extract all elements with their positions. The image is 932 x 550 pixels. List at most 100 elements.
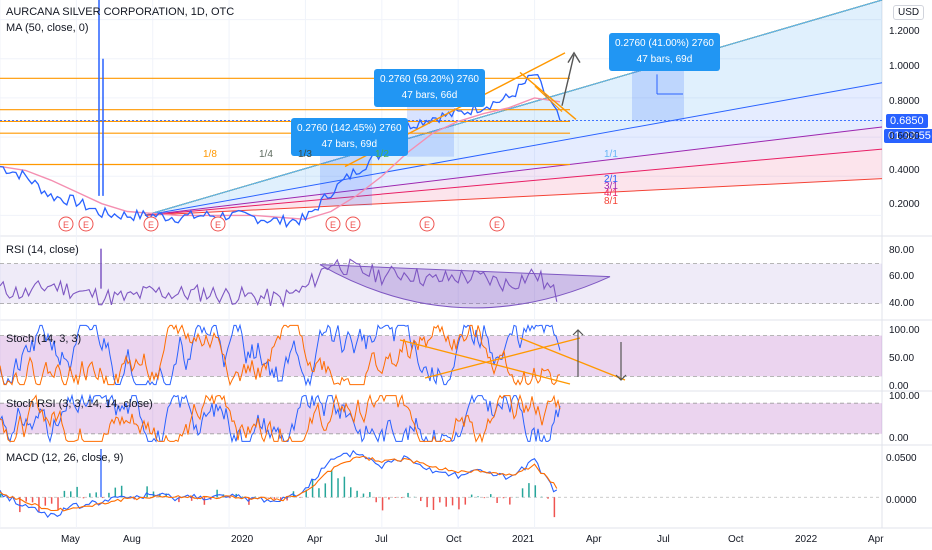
earnings-marker-label: E (63, 220, 69, 230)
macd-tick: 0.0500 (886, 453, 917, 464)
price-tick: 1.2000 (889, 26, 920, 37)
rsi-pane-label: RSI (14, close) (6, 244, 79, 256)
stoch-trend-line (519, 337, 626, 381)
measure-callout-3[interactable]: 0.2760 (41.00%) 2760 47 bars, 69d (609, 33, 720, 71)
macd-hist-bar (362, 493, 365, 498)
macd-hist-bar (286, 497, 288, 501)
earnings-marker (78, 216, 94, 232)
macd-hist-bar (553, 497, 556, 518)
macd-hist-bar (38, 497, 40, 512)
macd-hist-bar (229, 497, 231, 499)
gann-fan-line (144, 126, 883, 216)
macd-hist-bar (273, 497, 276, 499)
stoch-tick: 50.00 (889, 353, 915, 364)
earnings-marker-label: E (83, 220, 89, 230)
earnings-marker-label: E (148, 220, 154, 230)
measure-callout-2[interactable]: 0.2760 (59.20%) 2760 47 bars, 66d (374, 69, 485, 107)
rsi-arc (319, 264, 611, 309)
macd-hist-bar (509, 497, 511, 505)
price-line (0, 74, 561, 229)
measure-callout-1[interactable]: 0.2760 (142.45%) 2760 47 bars, 69d (291, 118, 408, 156)
macd-hist-bar (420, 497, 422, 502)
macd-hist-bar (31, 497, 34, 503)
price-tick: 0.8000 (889, 96, 920, 107)
stoch-arrow-up-head (572, 329, 584, 336)
stoch-rsi-band (0, 403, 882, 434)
callout-2-line1: 0.2760 (59.20%) 2760 (380, 74, 479, 85)
macd-hist-bar (95, 492, 97, 498)
fan-label: 4/1 (604, 188, 618, 199)
macd-hist-bar (318, 488, 320, 498)
macd-hist-bar (400, 497, 403, 499)
macd-hist-bar (216, 489, 218, 498)
earnings-marker (419, 216, 435, 232)
fan-label: 2/1 (604, 174, 618, 185)
macd-hist-bar (451, 497, 454, 506)
macd-hist-bar (44, 497, 47, 506)
macd-hist-bar (120, 485, 123, 498)
rsi-line (0, 258, 558, 308)
gann-fan-line (144, 82, 883, 216)
macd-hist-bar (343, 476, 346, 498)
macd-hist-bar (432, 497, 435, 510)
macd-hist-bar (25, 497, 27, 502)
macd-hist-bar (445, 497, 447, 507)
rsi-band (0, 263, 882, 304)
fan-label: 1/3 (298, 149, 312, 160)
macd-hist-bar (547, 497, 549, 499)
time-label: May (61, 534, 80, 545)
macd-hist-bar (521, 488, 524, 498)
macd-hist-bar (178, 497, 180, 503)
time-label: 2022 (795, 534, 818, 545)
macd-tick: 0.0000 (886, 495, 917, 506)
macd-hist-bar (356, 490, 358, 498)
macd-hist-bar (19, 497, 21, 513)
callout-1-line1: 0.2760 (142.45%) 2760 (297, 123, 402, 134)
macd-hist-bar (528, 483, 530, 498)
macd-hist-bar (490, 494, 492, 498)
last-price-badge: 0.6850 (886, 114, 928, 128)
price-tick: 0.2000 (889, 199, 920, 210)
gann-fan-line (144, 0, 883, 216)
macd-hist-bar (70, 491, 72, 498)
earnings-marker-label: E (494, 220, 500, 230)
macd-line (0, 449, 558, 519)
time-label: Aug (123, 534, 141, 545)
macd-hist-bar (337, 478, 339, 498)
stoch-pane-label: Stoch (14, 3, 3) (6, 333, 82, 345)
earnings-marker (345, 216, 361, 232)
time-label: Oct (446, 534, 462, 545)
macd-hist-bar (89, 493, 91, 498)
earnings-marker-label: E (330, 220, 336, 230)
macd-hist-bar (0, 493, 2, 498)
arrow-up (561, 54, 575, 106)
macd-hist-bar (190, 497, 193, 501)
macd-hist-bar (502, 497, 505, 499)
macd-hist-bar (369, 492, 371, 498)
stoch-arrow-down-head (615, 374, 627, 381)
fan-label: 3/1 (604, 181, 618, 192)
macd-hist-bar (330, 470, 333, 498)
macd-hist-bar (496, 497, 498, 503)
callout-2-line2: 47 bars, 66d (401, 90, 458, 101)
macd-hist-bar (114, 487, 117, 498)
measure-box (632, 68, 684, 122)
price-tick: 1.0000 (889, 61, 920, 72)
currency-button[interactable]: USD (893, 5, 925, 20)
macd-hist-bar (534, 485, 537, 498)
fan-label: 8/1 (604, 196, 618, 207)
stoch-rsi-k-line (0, 393, 561, 444)
arrow-up-head (567, 51, 581, 64)
gann-fan-line (144, 148, 883, 216)
macd-pane-label: MACD (12, 26, close, 9) (6, 452, 124, 464)
callout-3-line2: 47 bars, 69d (636, 54, 693, 65)
ma-legend: MA (50, close, 0) (6, 22, 89, 34)
macd-hist-bar (350, 487, 352, 498)
stoch-tick: 0.00 (889, 381, 909, 392)
time-label: 2020 (231, 534, 254, 545)
fan-label: 1/4 (259, 149, 273, 160)
rsi-tick: 80.00 (889, 245, 915, 256)
countdown-badge: 01:33:55 (884, 129, 932, 143)
time-label: Oct (728, 534, 744, 545)
